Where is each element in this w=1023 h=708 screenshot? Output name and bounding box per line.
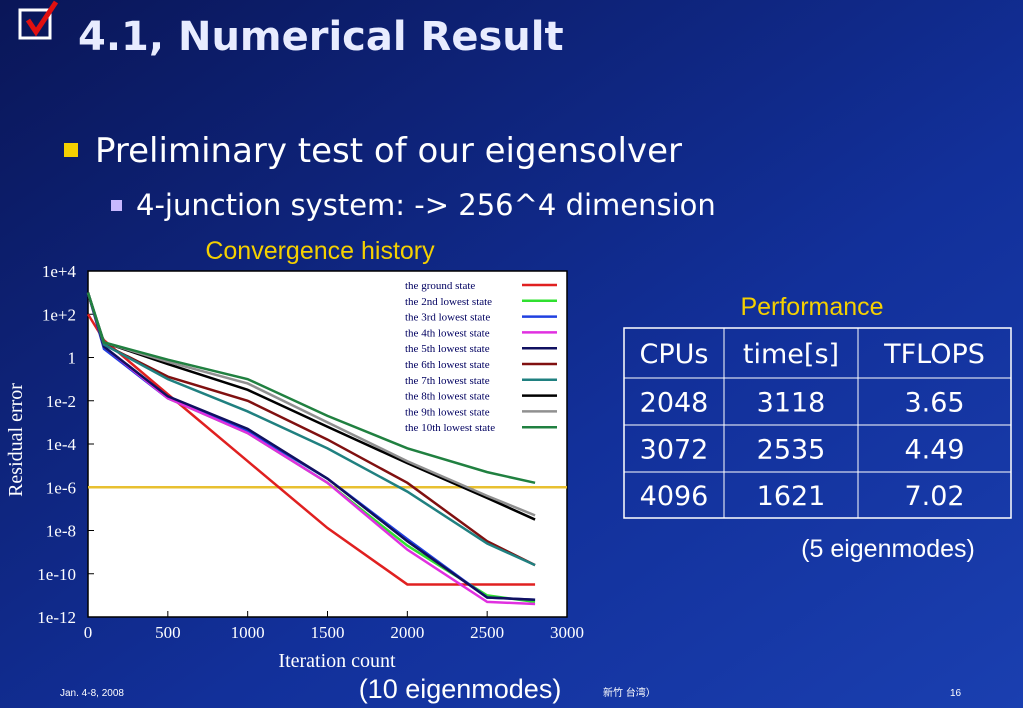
y-tick-label: 1e-8 [46, 522, 76, 541]
table-frame [623, 327, 1012, 519]
chart-caption: (10 eigenmodes) [359, 674, 562, 704]
legend-label: the ground state [405, 280, 475, 292]
legend-label: the 6th lowest state [405, 359, 490, 371]
x-tick-label: 2000 [390, 623, 424, 642]
table-cell: 7.02 [904, 481, 964, 512]
legend-label: the 2nd lowest state [405, 296, 492, 308]
table-cell: 2048 [640, 388, 709, 419]
y-axis-label: Residual error [5, 383, 27, 497]
y-tick-label: 1e-4 [46, 435, 77, 454]
legend-label: the 8th lowest state [405, 391, 490, 403]
footer-center: 新竹 台湾） [603, 686, 656, 699]
table-header: TFLOPS [883, 339, 985, 370]
series-line [86, 292, 536, 567]
y-tick-label: 1e+4 [42, 262, 77, 281]
footer-date: Jan. 4-8, 2008 [60, 688, 124, 699]
chart-title: Convergence history [205, 237, 435, 265]
legend-label: the 4th lowest state [405, 327, 490, 339]
legend-label: the 7th lowest state [405, 375, 490, 387]
x-tick-label: 0 [84, 623, 93, 642]
x-tick-label: 1500 [311, 623, 345, 642]
x-tick-label: 2500 [470, 623, 504, 642]
plot-area [87, 270, 568, 618]
legend-label: the 5th lowest state [405, 343, 490, 355]
checkbox-icon [18, 8, 52, 40]
table-cell: 1621 [757, 481, 826, 512]
series-line [86, 292, 536, 485]
table-cell: 3.65 [904, 388, 964, 419]
table-cell: 4.49 [904, 435, 964, 466]
y-tick-label: 1e+2 [42, 305, 76, 324]
table-title: Performance [740, 293, 883, 321]
sub-bullet-icon [111, 200, 122, 211]
x-tick-label: 1000 [231, 623, 265, 642]
y-tick-label: 1e-10 [37, 565, 76, 584]
page-number: 16 [950, 688, 962, 699]
legend-label: the 10th lowest state [405, 422, 495, 434]
table-cell: 3072 [640, 435, 709, 466]
legend-label: the 9th lowest state [405, 406, 490, 418]
check-icon [25, 0, 59, 37]
series-line [86, 292, 536, 601]
slide-title: 4.1, Numerical Result [78, 14, 564, 60]
y-tick-label: 1 [68, 349, 77, 368]
y-tick-label: 1e-12 [37, 608, 76, 627]
y-tick-label: 1e-2 [46, 392, 76, 411]
bullet-icon [64, 143, 78, 157]
table-cell: 2535 [757, 435, 826, 466]
table-cell: 4096 [640, 481, 709, 512]
x-axis-label: Iteration count [278, 650, 396, 672]
legend-label: the 3rd lowest state [405, 312, 490, 324]
x-tick-label: 3000 [550, 623, 584, 642]
table-caption: (5 eigenmodes) [801, 535, 975, 563]
bullet-text: Preliminary test of our eigensolver [95, 131, 682, 171]
table-header: time[s] [743, 339, 839, 370]
y-tick-label: 1e-6 [46, 478, 76, 497]
x-tick-label: 500 [155, 623, 181, 642]
table-cell: 3118 [757, 388, 826, 419]
table-header: CPUs [640, 339, 709, 370]
sub-bullet-text: 4-junction system: -> 256^4 dimension [136, 188, 716, 222]
